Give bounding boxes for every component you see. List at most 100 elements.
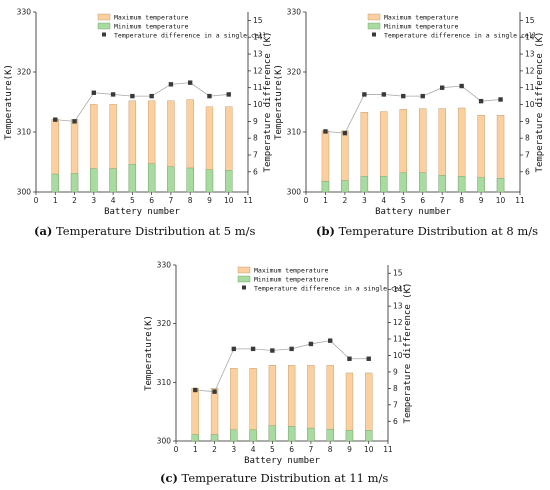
min-temp-bar bbox=[191, 434, 199, 442]
y2-tick-label: 7 bbox=[253, 150, 258, 159]
temp-diff-point bbox=[53, 117, 58, 122]
y2-tick-label: 15 bbox=[253, 16, 263, 25]
legend-swatch-min bbox=[237, 275, 251, 283]
x-tick-label: 6 bbox=[289, 445, 294, 454]
y-axis-title: Temperature(K) bbox=[144, 315, 154, 391]
y2-tick-label: 6 bbox=[525, 167, 530, 176]
y-tick-label: 320 bbox=[157, 319, 172, 328]
temp-diff-point bbox=[381, 92, 387, 97]
x-tick-label: 9 bbox=[479, 196, 484, 205]
x-tick-label: 4 bbox=[251, 445, 256, 454]
x-tick-label: 5 bbox=[270, 445, 275, 454]
y2-tick-label: 12 bbox=[393, 318, 403, 327]
y-tick-label: 300 bbox=[17, 188, 32, 197]
temp-diff-point bbox=[289, 346, 294, 352]
y-tick-label: 310 bbox=[157, 378, 172, 387]
y2-tick-label: 11 bbox=[253, 83, 263, 92]
y-tick-label: 320 bbox=[17, 68, 32, 77]
x-tick-label: 4 bbox=[111, 196, 116, 205]
y-tick-label: 300 bbox=[157, 437, 172, 446]
y2-tick-label: 13 bbox=[393, 302, 403, 311]
x-tick-label: 3 bbox=[231, 445, 236, 454]
caption-b-text: Temperature Distribution at 8 m/s bbox=[338, 224, 539, 238]
x-tick-label: 2 bbox=[212, 445, 217, 454]
y2-tick-label: 8 bbox=[525, 134, 530, 143]
y2-tick-label: 6 bbox=[253, 167, 258, 176]
x-tick-label: 5 bbox=[130, 196, 135, 205]
y2-tick-label: 6 bbox=[393, 417, 398, 426]
min-temp-bar bbox=[128, 164, 137, 193]
y2-tick-label: 8 bbox=[253, 134, 258, 143]
y-tick-label: 330 bbox=[287, 8, 302, 17]
y2-tick-label: 12 bbox=[525, 66, 535, 75]
y2-axis-title: Temperature difference (K) bbox=[263, 32, 273, 173]
legend-swatch-max bbox=[237, 266, 251, 274]
caption-a-tag: (a) bbox=[34, 224, 53, 238]
temp-diff-point bbox=[72, 119, 77, 124]
x-tick-label: 3 bbox=[91, 196, 96, 205]
x-tick-label: 1 bbox=[323, 196, 328, 205]
x-tick-label: 2 bbox=[343, 196, 348, 205]
legend-label-diff: Temperature difference in a single cell bbox=[114, 32, 267, 40]
min-temp-bar bbox=[419, 172, 427, 193]
x-axis-title: Battery number bbox=[104, 207, 180, 217]
min-temp-bar bbox=[326, 429, 334, 442]
x-tick-label: 6 bbox=[420, 196, 425, 205]
y-tick-label: 320 bbox=[287, 68, 302, 77]
y2-tick-label: 10 bbox=[393, 351, 403, 360]
min-temp-bar bbox=[90, 168, 98, 193]
temp-diff-point bbox=[226, 92, 231, 97]
temp-diff-point bbox=[420, 93, 425, 99]
y2-tick-label: 15 bbox=[393, 269, 403, 278]
legend-swatch-min bbox=[367, 22, 381, 30]
min-temp-bar bbox=[496, 177, 505, 193]
y2-tick-label: 14 bbox=[253, 33, 263, 42]
caption-b-tag: (b) bbox=[316, 224, 335, 238]
min-temp-bar bbox=[70, 173, 79, 193]
legend-label-min: Minimum temperature bbox=[254, 276, 328, 284]
temp-diff-point bbox=[149, 93, 154, 99]
max-temp-bar bbox=[210, 387, 219, 442]
min-temp-bar bbox=[360, 176, 369, 193]
temp-diff-point bbox=[193, 387, 198, 393]
min-temp-bar bbox=[186, 167, 194, 193]
temp-diff-point bbox=[498, 97, 503, 102]
min-temp-bar bbox=[399, 172, 407, 193]
x-tick-label: 11 bbox=[515, 196, 525, 205]
temp-diff-point bbox=[250, 346, 256, 352]
y-tick-label: 300 bbox=[287, 188, 302, 197]
legend-label-max: Maximum temperature bbox=[384, 14, 458, 22]
caption-b: (b) Temperature Distribution at 8 m/s bbox=[316, 224, 538, 238]
caption-c-text: Temperature Distribution at 11 m/s bbox=[181, 471, 389, 485]
max-temp-bar bbox=[191, 387, 199, 442]
x-tick-label: 6 bbox=[149, 196, 154, 205]
y-axis-title: Temperature(K) bbox=[274, 64, 284, 140]
min-temp-bar bbox=[51, 173, 59, 193]
y2-tick-label: 11 bbox=[525, 83, 535, 92]
y2-tick-label: 7 bbox=[525, 150, 530, 159]
x-tick-label: 11 bbox=[383, 445, 393, 454]
caption-a: (a) Temperature Distribution at 5 m/s bbox=[34, 224, 255, 238]
min-temp-bar bbox=[249, 429, 257, 442]
temp-diff-point bbox=[207, 93, 212, 99]
y2-tick-label: 10 bbox=[253, 100, 263, 109]
y-tick-label: 310 bbox=[287, 128, 302, 137]
min-temp-bar bbox=[230, 429, 238, 442]
min-temp-bar bbox=[380, 176, 388, 193]
legend-swatch-diff bbox=[242, 285, 246, 290]
min-temp-bar bbox=[477, 177, 485, 193]
temp-diff-point bbox=[187, 80, 193, 85]
y2-tick-label: 14 bbox=[525, 33, 535, 42]
temp-diff-point bbox=[323, 129, 328, 134]
temp-diff-line bbox=[325, 85, 501, 134]
legend-label-diff: Temperature difference in a single cell bbox=[384, 32, 537, 40]
chart-panel-c: 300 310 320 330 6 7 8 9 10 11 12 13 14 15 0 1 2 3 4 5 6 7 8 9 10… bbox=[140, 255, 415, 467]
x-tick-label: 0 bbox=[304, 196, 309, 205]
min-temp-bar bbox=[287, 426, 296, 442]
y2-tick-label: 10 bbox=[525, 100, 535, 109]
y2-tick-label: 15 bbox=[525, 16, 535, 25]
min-temp-bar bbox=[438, 174, 446, 193]
min-temp-bar bbox=[109, 168, 117, 193]
y2-tick-label: 13 bbox=[253, 50, 263, 59]
